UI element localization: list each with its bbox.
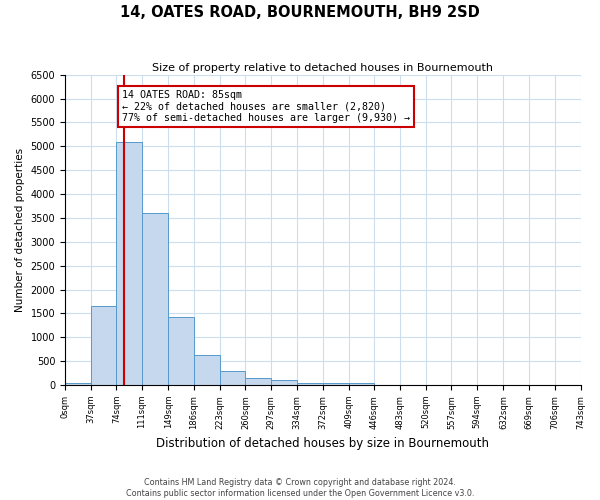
Bar <box>91 306 116 385</box>
Bar <box>220 370 245 385</box>
Bar <box>271 380 297 385</box>
Bar <box>323 382 349 385</box>
Bar <box>349 382 374 385</box>
Bar <box>116 142 142 385</box>
Text: 14, OATES ROAD, BOURNEMOUTH, BH9 2SD: 14, OATES ROAD, BOURNEMOUTH, BH9 2SD <box>120 5 480 20</box>
Bar <box>169 317 194 385</box>
Bar <box>297 382 323 385</box>
X-axis label: Distribution of detached houses by size in Bournemouth: Distribution of detached houses by size … <box>156 437 489 450</box>
Bar <box>65 382 91 385</box>
Text: 14 OATES ROAD: 85sqm
← 22% of detached houses are smaller (2,820)
77% of semi-de: 14 OATES ROAD: 85sqm ← 22% of detached h… <box>122 90 410 123</box>
Y-axis label: Number of detached properties: Number of detached properties <box>15 148 25 312</box>
Bar <box>194 356 220 385</box>
Bar <box>142 213 169 385</box>
Bar <box>245 378 271 385</box>
Title: Size of property relative to detached houses in Bournemouth: Size of property relative to detached ho… <box>152 62 493 72</box>
Text: Contains HM Land Registry data © Crown copyright and database right 2024.
Contai: Contains HM Land Registry data © Crown c… <box>126 478 474 498</box>
